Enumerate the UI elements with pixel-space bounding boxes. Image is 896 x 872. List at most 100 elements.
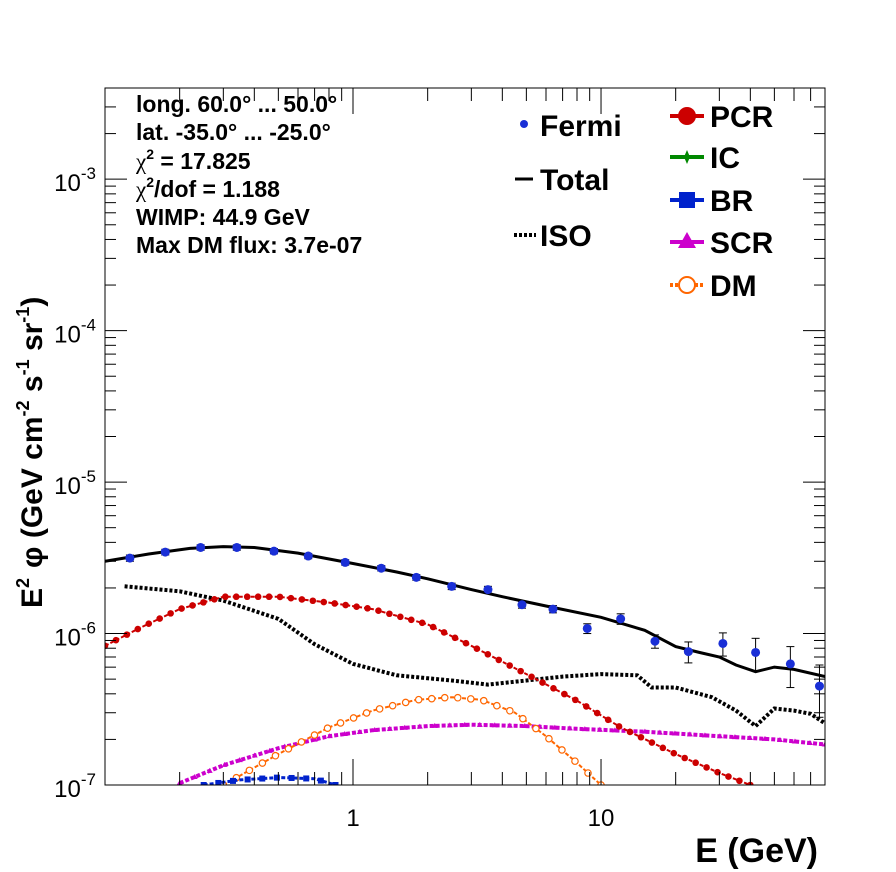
pcr-marker xyxy=(200,599,207,606)
info-chi2-dof: χ2/dof = 1.188 xyxy=(135,174,280,202)
pcr-marker xyxy=(670,749,678,757)
pcr-marker xyxy=(473,645,481,652)
dm-marker xyxy=(388,701,397,710)
scr-marker xyxy=(326,733,333,739)
scr-marker xyxy=(506,722,513,728)
dm-marker xyxy=(519,714,527,723)
pcr-marker xyxy=(495,656,503,664)
dm-marker xyxy=(545,734,553,743)
legend-fermi-label: Fermi xyxy=(540,110,622,143)
dm-marker xyxy=(466,695,475,703)
pcr-marker xyxy=(528,673,535,681)
scr-marker xyxy=(731,734,738,740)
y-title-s-sup: -1 xyxy=(13,359,33,375)
pcr-marker xyxy=(725,773,732,780)
pcr-marker xyxy=(331,600,338,607)
legend-left: Fermi Total ISO xyxy=(514,110,622,253)
pcr-marker xyxy=(123,631,131,638)
pcr-marker xyxy=(539,679,546,686)
legend-ic-label: IC xyxy=(710,142,740,175)
br-marker xyxy=(244,776,251,783)
legend-dm-marker xyxy=(678,276,696,294)
fermi-point xyxy=(785,659,795,669)
pcr-marker xyxy=(506,662,514,669)
fermi-point xyxy=(548,604,558,614)
pcr-marker xyxy=(626,728,634,736)
scr-marker xyxy=(566,725,573,731)
pcr-marker xyxy=(254,593,262,601)
scr-marker xyxy=(671,730,678,736)
dm-marker xyxy=(258,759,267,767)
fermi-point xyxy=(376,563,386,573)
scr-marker xyxy=(446,722,453,728)
x-axis-title: E (GeV) xyxy=(695,832,818,870)
legend-dm-label: DM xyxy=(710,270,757,303)
pcr-marker xyxy=(276,593,284,601)
fermi-point xyxy=(751,647,761,657)
scr-marker xyxy=(476,721,483,727)
pcr-marker xyxy=(681,754,689,762)
y-tick-label: 10-7 xyxy=(54,770,96,803)
x-tick-label: 1 xyxy=(346,805,359,832)
dm-marker xyxy=(323,724,332,732)
scr-marker xyxy=(761,735,768,741)
scr-marker xyxy=(221,761,228,767)
fermi-point xyxy=(517,600,527,610)
scr-marker xyxy=(701,732,708,738)
pcr-marker xyxy=(364,605,371,612)
pcr-marker xyxy=(211,595,218,603)
dm-marker xyxy=(493,701,501,710)
fermi-point xyxy=(232,542,242,552)
pcr-marker xyxy=(309,597,317,605)
pcr-marker xyxy=(407,616,415,624)
scr-marker xyxy=(581,726,588,732)
pcr-marker xyxy=(222,593,229,601)
pcr-marker xyxy=(156,615,163,622)
legend-br-marker xyxy=(679,192,695,208)
scr-marker xyxy=(341,731,348,737)
info-max-dm-flux: Max DM flux: 3.7e-07 xyxy=(136,232,362,258)
y-title-sr-sup: -1 xyxy=(13,307,33,323)
info-chi2-text: = 17.825 xyxy=(154,148,251,174)
fermi-point xyxy=(160,547,170,557)
info-chi2-sup: 2 xyxy=(146,146,154,162)
x-tick-label: 10 xyxy=(588,805,615,832)
br-marker xyxy=(288,774,295,781)
dm-marker xyxy=(310,731,319,739)
scr-marker xyxy=(356,728,363,734)
scr-marker xyxy=(746,734,753,740)
pcr-marker xyxy=(375,607,382,615)
pcr-marker xyxy=(386,610,393,618)
info-chi2dof-text: /dof = 1.188 xyxy=(154,176,280,202)
info-latitude: lat. -35.0° ... -25.0° xyxy=(136,119,331,145)
info-block: long. 60.0° ... 50.0° lat. -35.0° ... -2… xyxy=(135,91,362,258)
legend-iso-label: ISO xyxy=(540,220,592,253)
dm-marker xyxy=(414,695,423,704)
pcr-marker xyxy=(550,685,557,692)
fermi-point xyxy=(303,551,313,561)
pcr-marker xyxy=(582,703,590,710)
y-tick-label: 10-4 xyxy=(54,316,96,349)
pcr-marker xyxy=(167,610,174,617)
pcr-marker xyxy=(703,764,710,771)
pcr-marker xyxy=(105,642,109,650)
legend-total-label: Total xyxy=(540,164,609,197)
info-chi2dof-sup: 2 xyxy=(146,174,154,190)
scr-marker xyxy=(611,727,618,733)
fermi-point xyxy=(683,647,693,657)
fermi-point xyxy=(269,546,279,556)
pcr-marker xyxy=(462,639,470,647)
y-title-phi: φ (GeV cm xyxy=(16,416,49,568)
scr-marker xyxy=(791,738,798,744)
y-title-e: E xyxy=(16,588,49,608)
dm-marker xyxy=(245,766,254,775)
pcr-marker xyxy=(561,690,568,698)
scr-marker xyxy=(191,773,198,779)
pcr-marker xyxy=(243,593,251,601)
y-title-sr: sr xyxy=(16,322,49,359)
fermi-point xyxy=(718,638,728,648)
pcr-marker xyxy=(287,594,295,602)
dm-marker xyxy=(584,769,592,777)
y-title-close: ) xyxy=(16,297,49,307)
